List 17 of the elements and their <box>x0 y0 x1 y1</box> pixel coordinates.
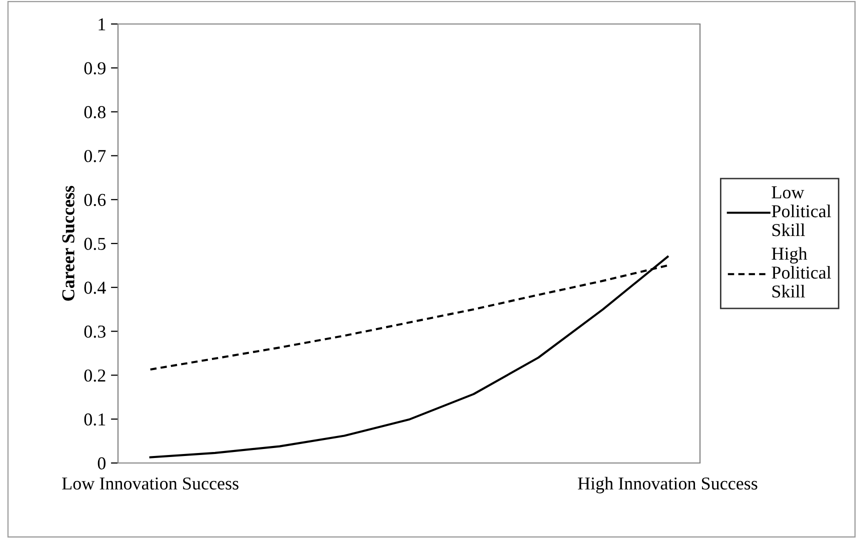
x-tick-label: High Innovation Success <box>578 476 758 494</box>
y-axis-title: Career Success <box>62 186 74 301</box>
y-tick-label: 0.3 <box>84 326 106 338</box>
y-tick-label: 0.2 <box>84 369 106 382</box>
line-series <box>149 256 669 458</box>
y-tick-label: 0.4 <box>84 282 106 294</box>
legend-label: Low Political Skill <box>772 186 832 236</box>
y-tick-label: 0.1 <box>84 413 106 426</box>
y-tick-label: 0.9 <box>84 62 106 74</box>
y-tick-label: 0.6 <box>84 194 106 206</box>
y-tick-label: 0 <box>98 457 106 470</box>
y-tick-label: 0.5 <box>84 238 106 250</box>
y-tick-label: 1 <box>98 18 106 30</box>
x-tick-label: Low Innovation Success <box>62 477 238 490</box>
y-tick-label: 0.7 <box>84 150 106 162</box>
y-tick-label: 0.8 <box>84 106 106 118</box>
legend-label: High Political Skill <box>772 247 832 298</box>
